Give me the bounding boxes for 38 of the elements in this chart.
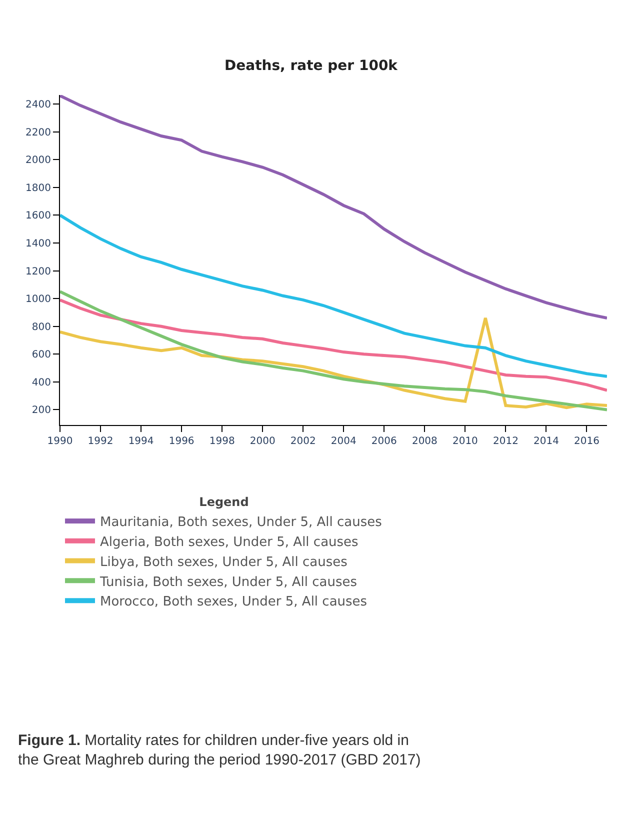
line-series [60,298,607,392]
legend-label: Mauritania, Both sexes, Under 5, All causes [100,515,382,530]
y-tick-label: 1800 [26,182,51,194]
legend-label: Tunisia, Both sexes, Under 5, All causes [99,574,358,590]
legend-label: Libya, Both sexes, Under 5, All causes [100,554,348,570]
legend-title: Legend [199,495,249,510]
x-tick-label: 2004 [330,436,356,447]
y-tick-label: 400 [32,377,51,388]
x-tick-label: 1992 [88,436,114,447]
x-tick-label: 2008 [412,436,438,447]
x-tick-label: 2010 [452,436,478,447]
x-tick-label: 2006 [371,436,397,447]
y-tick-label: 800 [32,322,51,333]
y-tick-label: 2000 [26,155,51,166]
line-series [60,95,607,320]
y-tick-label: 1000 [26,294,51,306]
x-tick-label: 1998 [209,436,235,447]
y-tick-label: 1600 [26,210,51,222]
x-tick-label: 2000 [250,436,276,447]
legend-label: Morocco, Both sexes, Under 5, All causes [100,594,368,610]
x-tick-label: 1994 [128,436,154,447]
y-tick-label: 600 [32,350,51,361]
line-series [60,214,607,378]
y-tick-label: 200 [32,405,51,416]
x-tick-label: 2014 [533,436,559,447]
x-tick-label: 2012 [492,436,518,447]
y-tick-label: 2400 [26,100,51,111]
legend-label: Algeria, Both sexes, Under 5, All causes [100,534,359,550]
y-tick-label: 1400 [26,238,51,250]
x-tick-label: 1996 [168,436,194,447]
y-tick-label: 1200 [26,266,51,278]
x-tick-label: 1990 [47,436,73,447]
y-tick-label: 2200 [26,127,51,138]
x-tick-label: 2002 [290,436,316,447]
line-series [60,290,607,412]
caption: Figure 1. Mortality rates for children under-five years old in the Great Maghreb during the period 1990-2017 (GBD 2017) [18,732,421,768]
x-tick-label: 2016 [574,436,600,447]
chart-title: Deaths, rate per 100k [224,58,398,74]
